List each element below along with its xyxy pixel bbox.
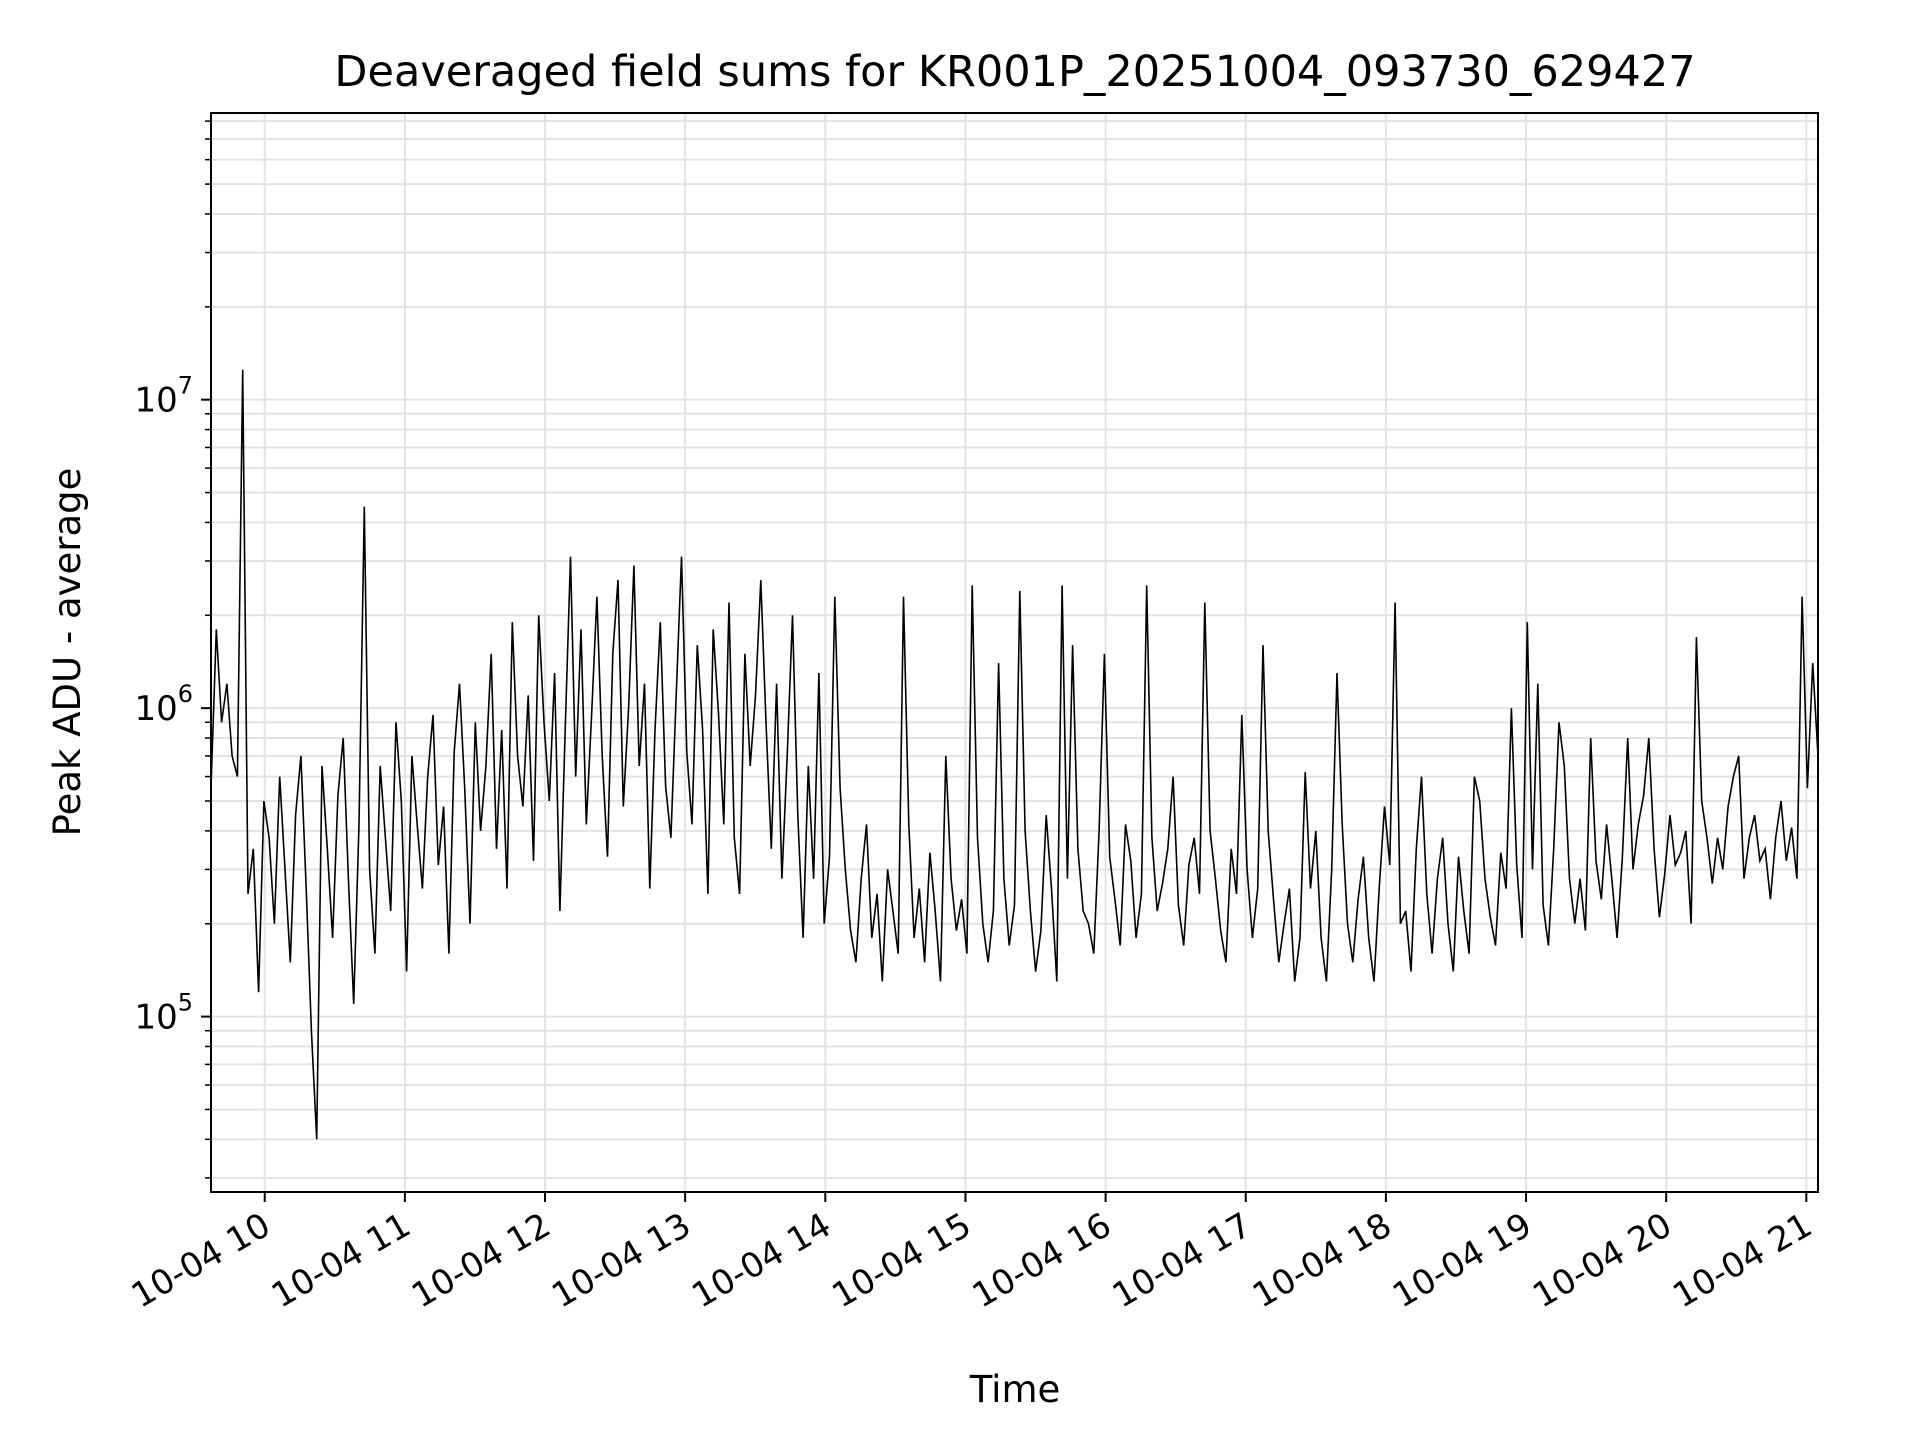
y-tick-label-base: 10 xyxy=(134,381,177,421)
plot-area xyxy=(210,369,1819,1140)
series-line xyxy=(210,369,1819,1140)
y-tick-label: 106 xyxy=(134,680,193,729)
y-tick-label-base: 10 xyxy=(134,689,177,729)
y-tick-label-base: 10 xyxy=(134,998,177,1038)
axis-ticks xyxy=(201,120,1808,1202)
plot-frame xyxy=(210,112,1819,1193)
y-axis-label: Peak ADU - average xyxy=(46,468,89,837)
chart-title: Deaveraged field sums for KR001P_2025100… xyxy=(334,47,1695,97)
y-tick-label-exponent: 5 xyxy=(178,989,193,1017)
y-tick-label: 105 xyxy=(134,989,193,1038)
y-tick-label-exponent: 7 xyxy=(178,372,193,400)
y-tick-label: 107 xyxy=(134,372,193,421)
x-axis-label: Time xyxy=(969,1368,1061,1411)
y-tick-label-exponent: 6 xyxy=(178,680,193,708)
